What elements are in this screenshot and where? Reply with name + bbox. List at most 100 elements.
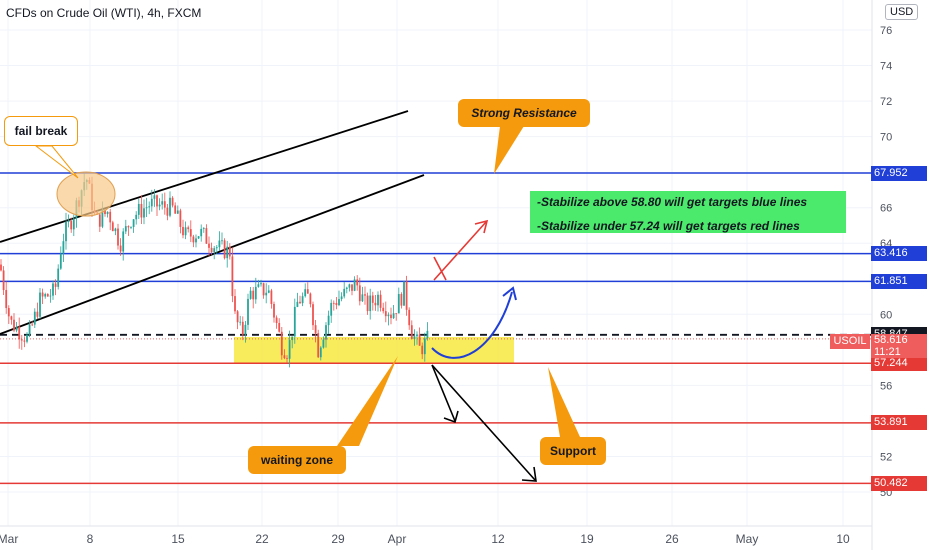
candle-body <box>104 209 106 215</box>
candle-body <box>384 311 387 317</box>
candle-body <box>31 324 34 326</box>
candle-body <box>46 294 49 297</box>
candle-body <box>197 236 200 239</box>
candle-body <box>127 226 130 228</box>
candle-body <box>265 292 268 296</box>
candle-body <box>98 214 101 227</box>
black-arrowhead-long <box>521 466 537 482</box>
candle-body <box>18 326 21 340</box>
candle-body <box>215 247 218 249</box>
candle-body <box>33 311 36 325</box>
candle-body <box>273 303 275 318</box>
waiting-zone-text: waiting zone <box>261 453 333 467</box>
candle-body <box>49 295 52 297</box>
candle-body <box>236 311 239 323</box>
strong-resistance-text: Strong Resistance <box>471 106 577 120</box>
black-down-arrow-short <box>431 364 456 422</box>
candle-body <box>158 204 161 207</box>
support-text: Support <box>550 444 596 458</box>
candle-body <box>293 306 296 337</box>
drawings <box>34 126 580 482</box>
red-up-arrow <box>433 221 487 281</box>
x-tick-label: 19 <box>580 532 594 546</box>
candle-body <box>345 287 348 289</box>
waiting-zone-tail <box>337 356 398 446</box>
note-box <box>530 191 846 233</box>
candle-body <box>195 238 197 243</box>
candle-body <box>257 284 260 287</box>
candle-body <box>221 240 223 242</box>
candle-body <box>241 321 244 335</box>
level-price-label: 53.891 <box>871 415 927 431</box>
candle-body <box>252 290 255 300</box>
currency-button[interactable]: USD <box>885 4 919 20</box>
candle-body <box>249 290 252 299</box>
candle-body <box>327 315 330 326</box>
x-tick-label: May <box>736 532 759 546</box>
candle-body <box>10 316 13 320</box>
candle-body <box>322 339 325 348</box>
candle-body <box>390 314 392 319</box>
candle-body <box>171 197 174 206</box>
candle-body <box>280 331 283 356</box>
candle-body <box>161 201 164 205</box>
y-tick-label: 70 <box>880 132 892 144</box>
candle-body <box>267 290 270 293</box>
candle-body <box>244 324 247 335</box>
candle-body <box>132 219 135 227</box>
candle-body <box>114 228 117 232</box>
candle-body <box>332 302 335 304</box>
candle-body <box>119 245 122 252</box>
candle-body <box>408 309 411 326</box>
chart-title: CFDs on Crude Oil (WTI), 4h, FXCM <box>6 6 202 20</box>
candle-body <box>379 294 382 308</box>
grid <box>0 0 872 526</box>
candle-body <box>174 205 177 214</box>
candle-body <box>28 324 31 335</box>
horizontal-levels <box>0 172 872 485</box>
candle-body <box>296 301 299 307</box>
current-price-value: 58.616 <box>874 333 908 346</box>
y-tick-label: 72 <box>880 96 892 108</box>
candle-body <box>210 247 213 253</box>
candle-body <box>356 279 359 286</box>
candle-body <box>319 347 322 358</box>
x-tick-label: 22 <box>255 532 269 546</box>
candle-body <box>187 227 190 230</box>
symbol-badge: USOIL <box>830 333 870 349</box>
candle-body <box>351 284 353 291</box>
candle-body <box>239 321 242 323</box>
candle-body <box>153 195 156 199</box>
candle-body <box>23 340 26 342</box>
candle-body <box>278 323 281 332</box>
candle-body <box>67 220 70 222</box>
candle-body <box>70 220 73 230</box>
red-arrowhead <box>474 219 489 234</box>
candle-body <box>2 270 5 291</box>
candle-body <box>184 227 187 236</box>
candle-body <box>423 338 426 355</box>
black-arrowhead-short <box>443 410 459 424</box>
candle-body <box>377 294 379 306</box>
candle-body <box>106 211 109 215</box>
candle-body <box>403 281 405 306</box>
y-tick-label: 74 <box>880 61 892 73</box>
x-tick-label: 29 <box>331 532 345 546</box>
candle-body <box>314 325 317 334</box>
candle-body <box>130 226 132 228</box>
candle-body <box>340 296 343 300</box>
blue-curve-arrow <box>431 291 513 359</box>
candle-body <box>247 298 249 325</box>
level-price-label: 63.416 <box>871 246 927 262</box>
candle-body <box>286 358 288 359</box>
candle-body <box>223 240 226 259</box>
candle-body <box>7 308 10 317</box>
note-red-targets: -Stabilize under 57.24 will get targets … <box>537 219 800 233</box>
candle-body <box>317 333 320 358</box>
candle-body <box>101 209 104 227</box>
y-tick-label: 60 <box>880 309 892 321</box>
candle-body <box>150 198 153 207</box>
candle-body <box>179 210 182 227</box>
